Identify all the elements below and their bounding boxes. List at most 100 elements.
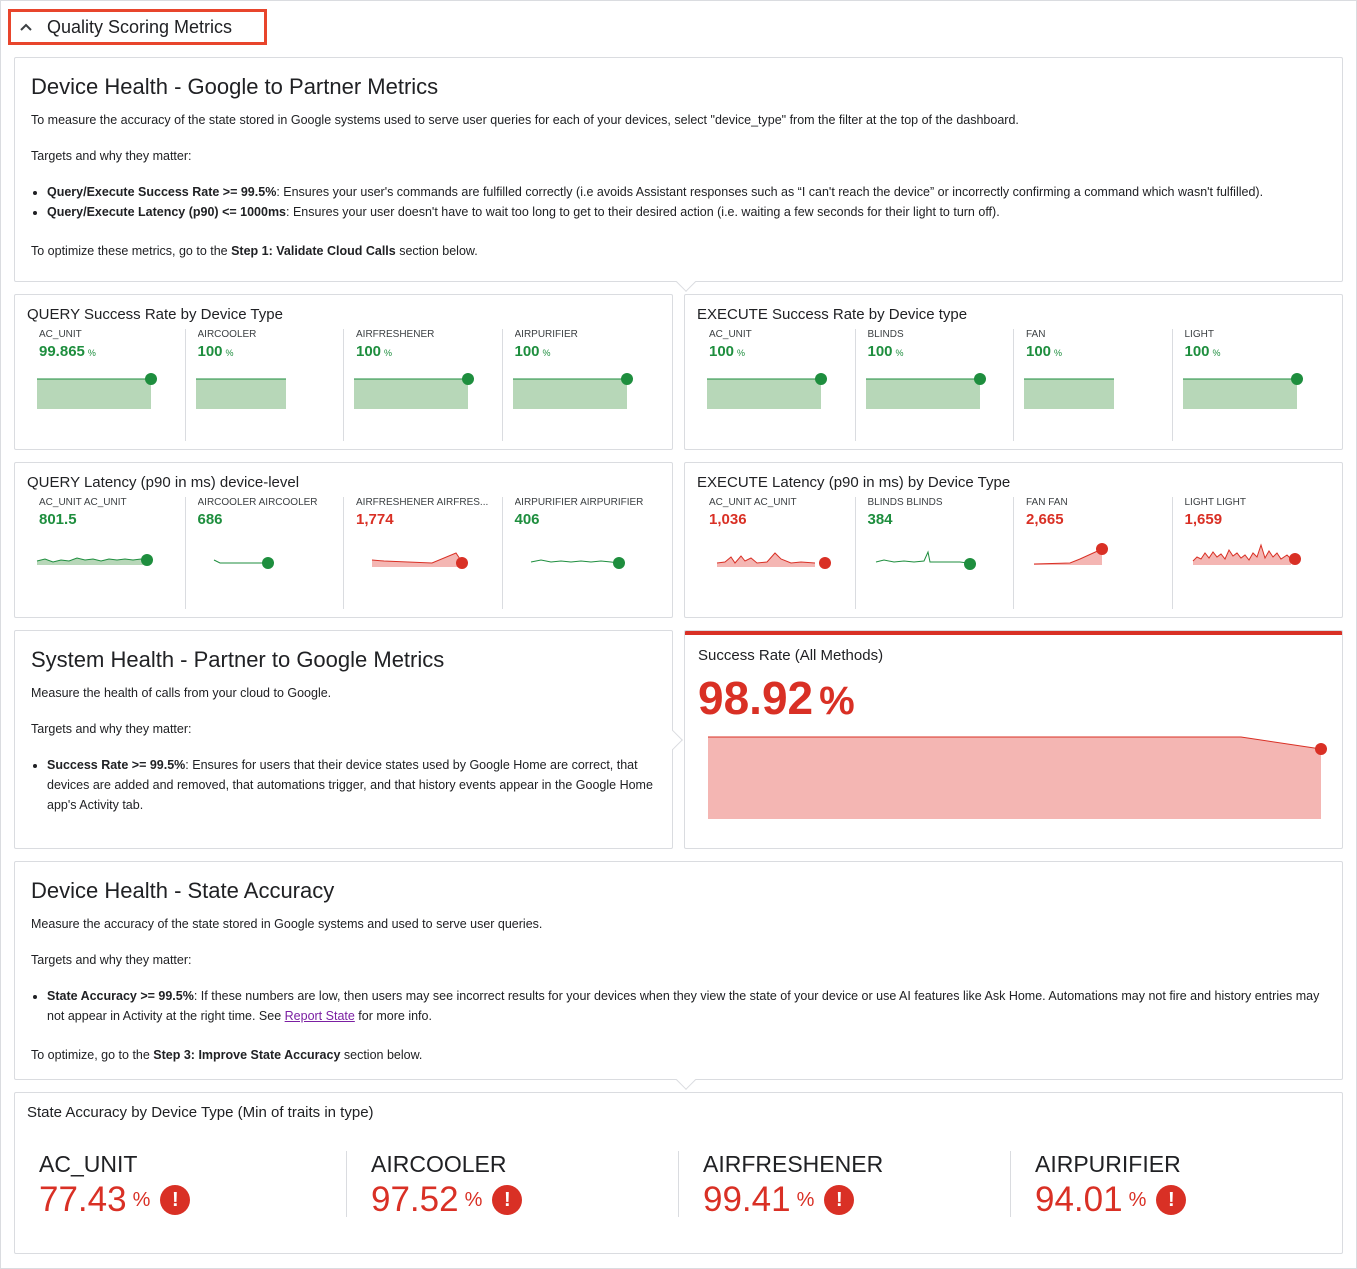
tile-label: AIRPURIFIER — [1035, 1151, 1181, 1177]
p2g-intro: Measure the health of calls from your cl… — [31, 686, 332, 700]
tile-unit: % — [542, 348, 551, 358]
g2p-optimize: To optimize these metrics, go to the Ste… — [31, 244, 478, 258]
scorecard-tile[interactable]: AIRFRESHENER AIRFRES... 1,774 — [343, 497, 502, 609]
tile-label: AC_UNIT — [39, 329, 82, 340]
tile-unit: % — [132, 1188, 151, 1211]
tile-value: 801.5 — [39, 511, 77, 528]
card-title: EXECUTE Latency (p90 in ms) by Device Ty… — [697, 474, 1011, 491]
tile-value: 2,665 — [1026, 511, 1064, 528]
p2g-title: System Health - Partner to Google Metric… — [31, 647, 445, 672]
state-accuracy-info-card: Device Health - State Accuracy Measure t… — [14, 861, 1343, 1090]
scorecard-tile[interactable]: FAN FAN 2,665 — [1013, 497, 1172, 609]
sparkline — [1024, 378, 1114, 409]
scorecard-tile[interactable]: AIRFRESHENER 100% — [343, 329, 502, 441]
g2p-targets-label: Targets and why they matter: — [31, 149, 192, 163]
g2p-info-card: Device Health - Google to Partner Metric… — [14, 57, 1343, 292]
state-accuracy-intro: Measure the accuracy of the state stored… — [31, 917, 543, 931]
sparkline — [36, 554, 153, 566]
list-item: State Accuracy >= 99.5%: If these number… — [47, 986, 1326, 1026]
p2g-target-list: Success Rate >= 99.5%: Ensures for users… — [31, 755, 656, 815]
tile-value: 1,659 — [1184, 511, 1223, 528]
card-title: QUERY Success Rate by Device Type — [27, 306, 283, 323]
tile-value: 406 — [514, 511, 540, 528]
scorecard-tile[interactable]: AIRFRESHENER 99.41%! — [678, 1151, 1010, 1219]
sparkline — [875, 550, 976, 570]
tile-unit: % — [87, 348, 96, 358]
scorecard-tile[interactable]: AC_UNIT 100% — [697, 329, 855, 441]
tile-unit: % — [895, 348, 904, 358]
tile-unit: % — [464, 1188, 483, 1211]
success-rate-all-card[interactable]: Success Rate (All Methods) 98.92 % — [684, 630, 1343, 849]
sparkline — [1182, 373, 1303, 409]
scorecard-tile[interactable]: BLINDS 100% — [854, 329, 1014, 441]
tile-value: 1,036 — [709, 511, 747, 528]
area-chart — [708, 736, 1327, 819]
sparkline — [354, 373, 474, 409]
tile-value: 1,774 — [356, 511, 394, 528]
p2g-info-card: System Health - Partner to Google Metric… — [14, 630, 683, 849]
tile-value: 97.52 — [371, 1180, 459, 1219]
tile-label: AC_UNIT — [39, 1151, 138, 1177]
query-success-card: QUERY Success Rate by Device Type AC_UNI… — [14, 294, 673, 450]
scorecard-tile[interactable]: AIRPURIFIER 100% — [501, 329, 661, 441]
list-item: Query/Execute Success Rate >= 99.5%: Ens… — [47, 182, 1326, 202]
tile-unit: % — [1212, 348, 1221, 358]
sparkline — [512, 373, 633, 409]
query-latency-card: QUERY Latency (p90 in ms) device-level A… — [14, 462, 673, 618]
state-accuracy-optimize: To optimize, go to the Step 3: Improve S… — [31, 1048, 423, 1062]
tile-label: AIRCOOLER AIRCOOLER — [197, 497, 318, 508]
scorecard-tile[interactable]: AIRPURIFIER 94.01%! — [1010, 1151, 1342, 1219]
tile-label: LIGHT — [1184, 329, 1214, 340]
sparkline — [1033, 543, 1108, 565]
card-title: State Accuracy by Device Type (Min of tr… — [27, 1104, 374, 1121]
alert-icon[interactable]: ! — [824, 1185, 855, 1215]
sparkline — [530, 557, 625, 569]
scorecard-tile[interactable]: AC_UNIT 99.865% — [27, 329, 185, 441]
tile-value: 99.41 — [703, 1180, 791, 1219]
scorecard-tile[interactable]: AC_UNIT AC_UNIT 801.5 — [27, 497, 185, 609]
tile-label: LIGHT LIGHT — [1184, 497, 1247, 508]
tile-unit: % — [384, 348, 393, 358]
tile-unit: % — [796, 1188, 815, 1211]
tile-label: AC_UNIT AC_UNIT — [39, 497, 127, 508]
scorecard-tile[interactable]: LIGHT 100% — [1171, 329, 1331, 441]
scorecard-tile[interactable]: AIRPURIFIER AIRPURIFIER 406 — [501, 497, 661, 609]
scorecard-tile[interactable]: LIGHT LIGHT 1,659 — [1171, 497, 1331, 609]
p2g-targets-label: Targets and why they matter: — [31, 722, 192, 736]
list-item: Query/Execute Latency (p90) <= 1000ms: E… — [47, 202, 1326, 222]
sparkline — [213, 557, 274, 569]
tile-label: AIRPURIFIER AIRPURIFIER — [514, 497, 644, 508]
scorecard-tile[interactable]: AIRCOOLER AIRCOOLER 686 — [184, 497, 344, 609]
chevron-up-icon — [19, 19, 39, 36]
tile-label: FAN FAN — [1026, 497, 1068, 508]
tile-value: 77.43 — [39, 1180, 127, 1219]
scorecard-tile[interactable]: AIRCOOLER 97.52%! — [346, 1151, 678, 1219]
tile-label: AIRFRESHENER AIRFRES... — [356, 497, 489, 508]
tile-value: 100 — [1026, 343, 1052, 360]
alert-icon[interactable]: ! — [492, 1185, 523, 1215]
scorecard-tile[interactable]: AC_UNIT AC_UNIT 1,036 — [697, 497, 855, 609]
execute-latency-card: EXECUTE Latency (p90 in ms) by Device Ty… — [684, 462, 1343, 618]
scorecard-tile[interactable]: FAN 100% — [1013, 329, 1172, 441]
scorecard-tile[interactable]: AIRCOOLER 100% — [184, 329, 344, 441]
sparkline — [195, 378, 286, 409]
g2p-target-list: Query/Execute Success Rate >= 99.5%: Ens… — [31, 182, 1326, 222]
scorecard-tile[interactable]: AC_UNIT 77.43%! — [15, 1151, 346, 1219]
report-state-link[interactable]: Report State — [284, 1009, 355, 1023]
section-title: Quality Scoring Metrics — [47, 16, 233, 37]
tile-value: 100 — [514, 343, 540, 360]
alert-icon[interactable]: ! — [160, 1185, 191, 1215]
sparkline — [37, 373, 157, 409]
tile-unit: % — [225, 348, 234, 358]
scorecard-tile[interactable]: BLINDS BLINDS 384 — [854, 497, 1014, 609]
state-accuracy-title: Device Health - State Accuracy — [31, 878, 335, 903]
g2p-title: Device Health - Google to Partner Metric… — [31, 74, 439, 99]
tile-value: 94.01 — [1035, 1180, 1123, 1219]
tile-unit: % — [1054, 348, 1063, 358]
sparkline — [1192, 543, 1301, 565]
tile-value: 100 — [356, 343, 382, 360]
tile-label: AIRFRESHENER — [356, 329, 435, 340]
section-toggle-quality-scoring[interactable]: Quality Scoring Metrics — [8, 9, 267, 45]
alert-icon[interactable]: ! — [1156, 1185, 1187, 1215]
execute-success-card: EXECUTE Success Rate by Device type AC_U… — [684, 294, 1343, 450]
